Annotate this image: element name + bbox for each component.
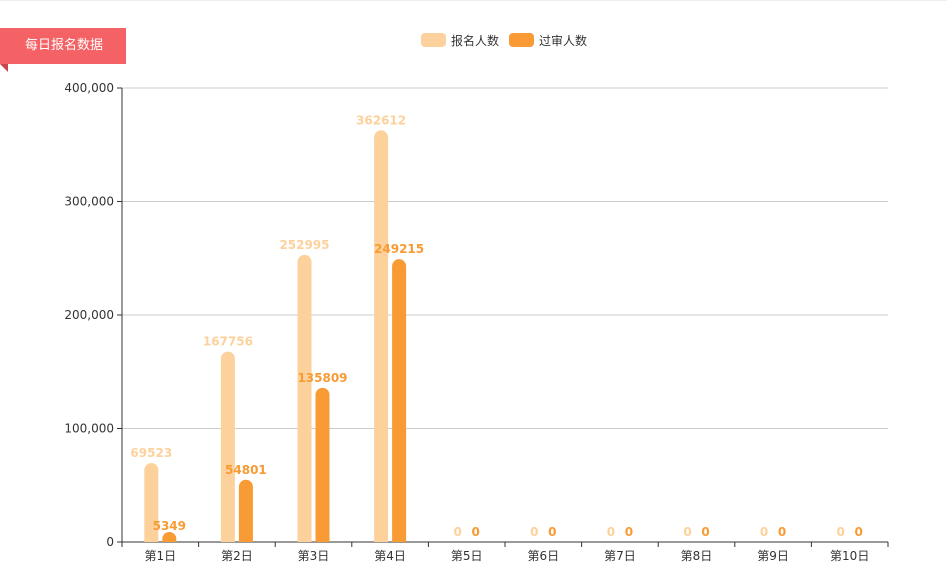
- data-label-registrations: 0: [837, 525, 845, 539]
- panel-title: 每日报名数据: [0, 28, 126, 64]
- legend-swatch-approved: [509, 33, 535, 47]
- y-tick-label: 300,000: [64, 195, 114, 209]
- data-label-registrations: 69523: [130, 446, 172, 460]
- y-tick-label: 200,000: [64, 308, 114, 322]
- data-label-registrations: 167756: [203, 335, 253, 349]
- data-label-registrations: 362612: [356, 113, 406, 127]
- x-tick-label: 第7日: [604, 549, 636, 563]
- x-tick-label: 第6日: [527, 549, 559, 563]
- data-label-approved: 0: [778, 525, 786, 539]
- data-label-registrations: 0: [607, 525, 615, 539]
- x-tick-label: 第2日: [221, 549, 253, 563]
- y-tick-label: 400,000: [64, 81, 114, 95]
- y-tick-label: 100,000: [64, 422, 114, 436]
- legend-item-registrations[interactable]: 报名人数: [421, 32, 499, 49]
- data-label-approved: 249215: [374, 242, 424, 256]
- bar-registrations: [220, 351, 235, 542]
- x-tick-label: 第3日: [298, 549, 330, 563]
- data-label-approved: 0: [701, 525, 709, 539]
- x-tick-label: 第4日: [374, 549, 406, 563]
- x-tick-label: 第8日: [681, 549, 713, 563]
- legend-item-approved[interactable]: 过审人数: [509, 32, 587, 49]
- data-label-registrations: 0: [760, 525, 768, 539]
- x-tick-label: 第1日: [144, 549, 176, 563]
- x-tick-label: 第5日: [451, 549, 483, 563]
- bar-approved: [315, 387, 330, 542]
- legend-label-approved: 过审人数: [539, 33, 588, 48]
- data-label-approved: 54801: [225, 463, 267, 477]
- bar-approved: [238, 479, 253, 542]
- data-label-registrations: 252995: [279, 238, 329, 252]
- legend-label-registrations: 报名人数: [451, 33, 500, 48]
- bar-approved: [162, 531, 177, 542]
- data-label-approved: 0: [855, 525, 863, 539]
- data-label-approved: 0: [625, 525, 633, 539]
- y-tick-label: 0: [106, 535, 114, 549]
- data-label-approved: 5349: [153, 519, 186, 533]
- legend-swatch-registrations: [421, 33, 446, 47]
- bar-approved: [392, 259, 407, 542]
- ribbon-fold: [0, 64, 8, 72]
- data-label-approved: 0: [472, 525, 480, 539]
- data-label-registrations: 0: [683, 525, 691, 539]
- x-tick-label: 第10日: [830, 549, 869, 563]
- data-label-registrations: 0: [530, 525, 538, 539]
- chart-legend: 报名人数 过审人数: [421, 32, 597, 48]
- bar-registrations: [297, 254, 312, 542]
- data-label-approved: 135809: [297, 371, 347, 385]
- data-label-registrations: 0: [454, 525, 462, 539]
- data-label-approved: 0: [548, 525, 556, 539]
- x-tick-label: 第9日: [757, 549, 789, 563]
- bar-registrations: [374, 130, 389, 543]
- bar-registrations: [144, 463, 159, 542]
